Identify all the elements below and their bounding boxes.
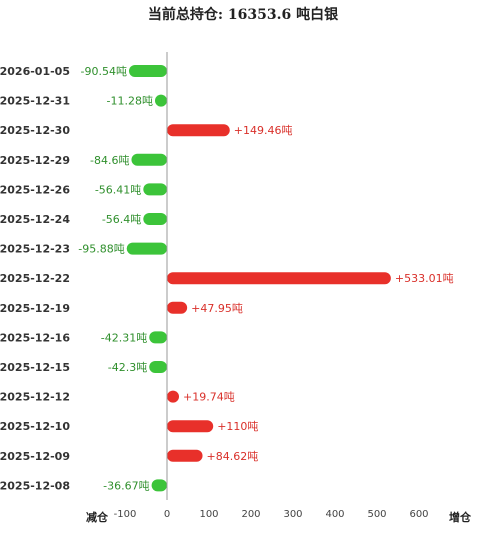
date-label: 2025-12-10 [0,420,70,433]
value-label: +110吨 [217,420,258,433]
date-label: 2025-12-08 [0,479,70,492]
x-tick-label: 400 [325,509,344,520]
value-label: -11.28吨 [107,95,153,108]
bar [151,479,167,492]
chart-title: 当前总持仓: 16353.6 吨白银 [0,4,486,24]
title-unit: 吨白银 [296,7,339,23]
x-tick-label: -100 [114,509,137,520]
decrease-label: 减仓 [86,510,109,524]
bar [128,65,167,77]
title-value: 16353.6 [227,7,292,23]
title-prefix: 当前总持仓: [147,7,224,23]
bar [131,153,167,166]
value-label: -42.31吨 [101,331,147,344]
date-label: 2025-12-23 [0,243,70,256]
value-label: +533.01吨 [395,272,454,285]
date-label: 2025-12-29 [0,154,70,167]
date-label: 2025-12-15 [0,361,70,374]
bar [143,183,167,196]
value-label: -56.4吨 [102,213,141,226]
value-label: +19.74吨 [183,391,235,404]
x-tick-label: 600 [409,509,428,520]
bar [149,361,167,373]
value-label: +149.46吨 [234,124,293,137]
date-label: 2025-12-22 [0,272,70,285]
bar [155,94,167,107]
date-label: 2026-01-05 [0,65,70,78]
bar [167,124,230,137]
date-label: 2025-12-16 [0,331,70,344]
bar [167,420,214,433]
bar [149,331,167,344]
bar [167,301,188,314]
value-label: -95.88吨 [78,243,124,256]
x-tick-label: 300 [283,509,302,520]
date-label: 2025-12-12 [0,391,70,404]
x-tick-label: 0 [164,509,170,520]
x-axis-ticks: -100 0 100 200 300 400 500 600 [114,509,429,520]
value-label: +84.62吨 [207,450,259,463]
x-tick-label: 500 [367,509,386,520]
value-label: +47.95吨 [191,302,243,315]
value-label: -90.54吨 [81,65,127,78]
date-label: 2025-12-24 [0,213,70,226]
bar [167,449,203,462]
bar [126,242,167,255]
date-label: 2025-12-26 [0,183,70,196]
value-label: -56.41吨 [95,183,141,196]
bars-group: 2026-01-05 -90.54吨 2025-12-31 -11.28吨 2025-1… [0,65,454,492]
bar [167,272,391,285]
x-tick-label: 100 [199,509,218,520]
bar [143,213,167,225]
value-label: -42.3吨 [108,361,147,374]
value-label: -84.6吨 [90,154,129,167]
bar [167,390,179,403]
value-label: -36.67吨 [103,479,149,492]
date-label: 2025-12-09 [0,450,70,463]
date-label: 2025-12-30 [0,124,70,137]
date-label: 2025-12-19 [0,302,70,315]
increase-label: 增仓 [449,510,472,524]
x-tick-label: 200 [241,509,260,520]
date-label: 2025-12-31 [0,95,70,108]
